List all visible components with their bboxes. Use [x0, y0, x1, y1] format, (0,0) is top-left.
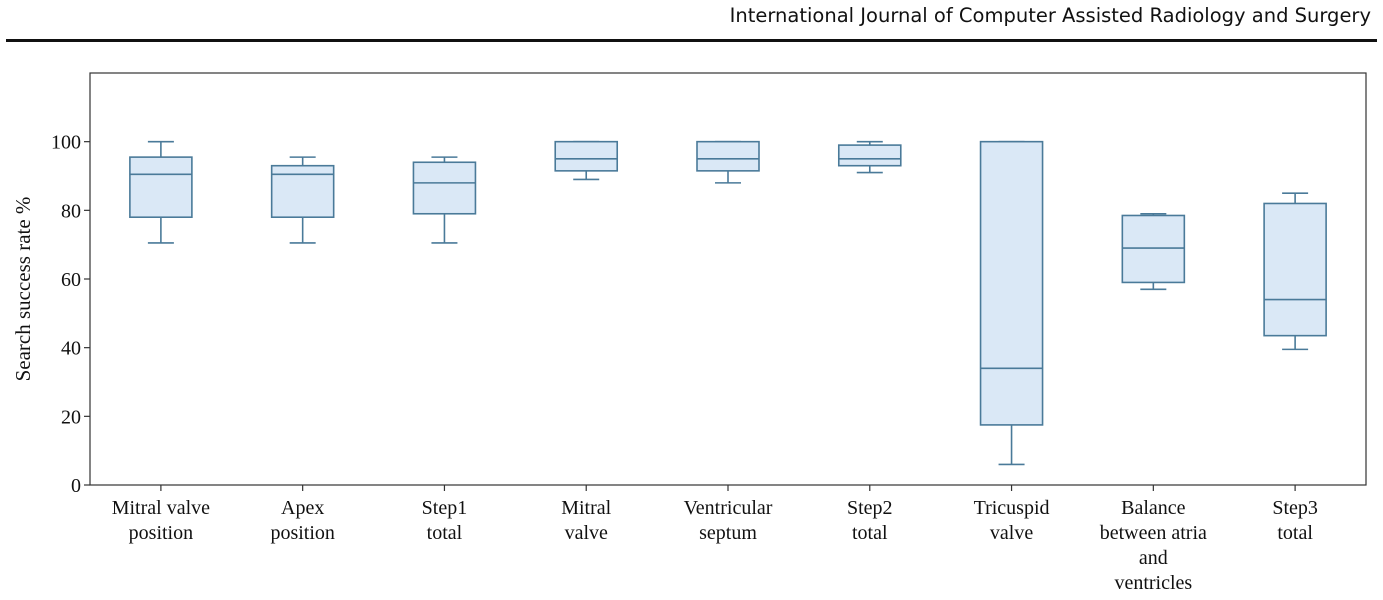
y-tick-label: 20 [61, 406, 81, 428]
box-iqr [412, 161, 477, 215]
x-tick-label: position [129, 522, 193, 544]
box-iqr [696, 140, 760, 172]
x-tick-label: ventricles [1114, 572, 1192, 594]
x-tick-label: Apex [281, 497, 324, 519]
x-tick-label: septum [699, 522, 757, 544]
box-iqr [554, 140, 619, 172]
box-iqr [129, 156, 193, 219]
x-tick-label: Step3 [1272, 497, 1318, 519]
y-tick-label: 100 [51, 132, 81, 154]
header-rule [6, 39, 1377, 42]
x-tick-label: Ventricular [684, 497, 773, 519]
y-axis-label: Search success rate % [11, 197, 35, 382]
y-tick-label: 60 [61, 269, 81, 291]
x-tick-label: total [852, 522, 888, 544]
x-tick-label: Mitral valve [112, 497, 210, 519]
box-iqr [979, 140, 1044, 426]
x-tick-label: total [427, 522, 463, 544]
x-tick-label: valve [565, 522, 608, 544]
journal-header: International Journal of Computer Assist… [729, 4, 1371, 27]
x-tick-label: Tricuspid [974, 497, 1050, 519]
x-tick-label: and [1139, 547, 1168, 569]
box-iqr [1263, 202, 1327, 337]
y-tick-label: 40 [61, 338, 81, 360]
x-tick-label: valve [990, 522, 1033, 544]
x-tick-label: Step1 [422, 497, 468, 519]
box-iqr [1121, 214, 1186, 284]
x-tick-label: position [270, 522, 334, 544]
x-tick-label: total [1277, 522, 1313, 544]
y-tick-label: 80 [61, 200, 81, 222]
x-tick-label: between atria [1100, 522, 1207, 544]
box-iqr [270, 164, 335, 218]
x-tick-label: Balance [1121, 497, 1186, 519]
y-tick-label: 0 [71, 475, 81, 497]
x-tick-label: Mitral [561, 497, 611, 519]
box-iqr [837, 144, 902, 167]
x-tick-label: Step2 [847, 497, 893, 519]
